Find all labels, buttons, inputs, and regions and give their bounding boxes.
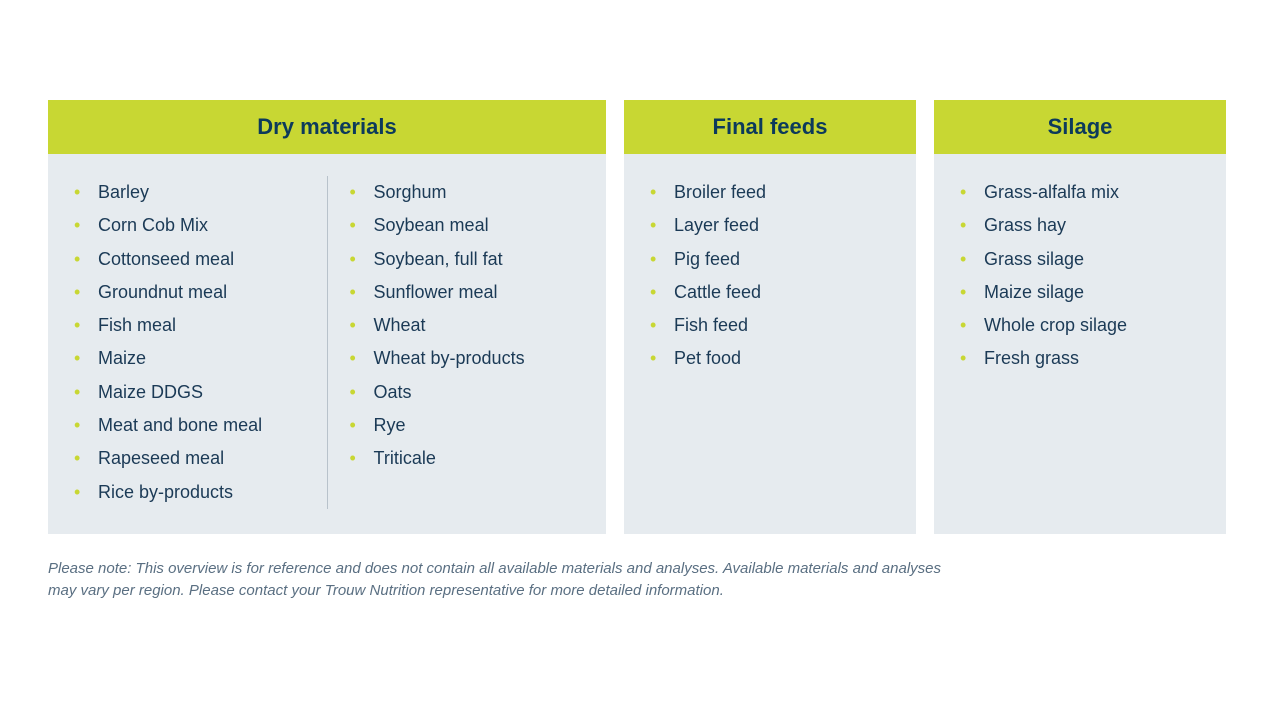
list-item: Wheat	[350, 309, 587, 342]
list-item: Groundnut meal	[74, 276, 311, 309]
list-item: Grass-alfalfa mix	[960, 176, 1206, 209]
list-item: Soybean meal	[350, 209, 587, 242]
list-item: Rapeseed meal	[74, 442, 311, 475]
list-item: Cottonseed meal	[74, 243, 311, 276]
card-header-dry: Dry materials	[48, 100, 606, 154]
card-body-silage: Grass-alfalfa mix Grass hay Grass silage…	[934, 154, 1226, 534]
list-item: Layer feed	[650, 209, 896, 242]
list-item: Sunflower meal	[350, 276, 587, 309]
list-item: Pig feed	[650, 243, 896, 276]
cards-container: Dry materials Barley Corn Cob Mix Cotton…	[48, 100, 1232, 534]
list-item: Grass hay	[960, 209, 1206, 242]
dry-list-left: Barley Corn Cob Mix Cottonseed meal Grou…	[74, 176, 311, 509]
card-header-silage: Silage	[934, 100, 1226, 154]
list-item: Barley	[74, 176, 311, 209]
list-item: Maize DDGS	[74, 376, 311, 409]
list-item: Fresh grass	[960, 342, 1206, 375]
list-item: Broiler feed	[650, 176, 896, 209]
card-dry-materials: Dry materials Barley Corn Cob Mix Cotton…	[48, 100, 606, 534]
list-item: Pet food	[650, 342, 896, 375]
card-body-dry: Barley Corn Cob Mix Cottonseed meal Grou…	[48, 154, 606, 534]
list-item: Triticale	[350, 442, 587, 475]
dry-two-columns: Barley Corn Cob Mix Cottonseed meal Grou…	[74, 176, 586, 509]
card-body-final: Broiler feed Layer feed Pig feed Cattle …	[624, 154, 916, 534]
card-header-final: Final feeds	[624, 100, 916, 154]
footnote-text: Please note: This overview is for refere…	[48, 558, 968, 602]
card-final-feeds: Final feeds Broiler feed Layer feed Pig …	[624, 100, 916, 534]
list-item: Wheat by-products	[350, 342, 587, 375]
dry-list-right: Sorghum Soybean meal Soybean, full fat S…	[350, 176, 587, 476]
list-item: Corn Cob Mix	[74, 209, 311, 242]
final-list: Broiler feed Layer feed Pig feed Cattle …	[650, 176, 896, 376]
list-item: Grass silage	[960, 243, 1206, 276]
silage-list: Grass-alfalfa mix Grass hay Grass silage…	[960, 176, 1206, 376]
list-item: Fish feed	[650, 309, 896, 342]
list-item: Whole crop silage	[960, 309, 1206, 342]
list-item: Maize silage	[960, 276, 1206, 309]
dry-col-left: Barley Corn Cob Mix Cottonseed meal Grou…	[74, 176, 327, 509]
list-item: Meat and bone meal	[74, 409, 311, 442]
list-item: Soybean, full fat	[350, 243, 587, 276]
list-item: Rice by-products	[74, 476, 311, 509]
dry-col-right: Sorghum Soybean meal Soybean, full fat S…	[327, 176, 587, 509]
list-item: Oats	[350, 376, 587, 409]
list-item: Sorghum	[350, 176, 587, 209]
list-item: Cattle feed	[650, 276, 896, 309]
card-silage: Silage Grass-alfalfa mix Grass hay Grass…	[934, 100, 1226, 534]
list-item: Maize	[74, 342, 311, 375]
list-item: Fish meal	[74, 309, 311, 342]
list-item: Rye	[350, 409, 587, 442]
